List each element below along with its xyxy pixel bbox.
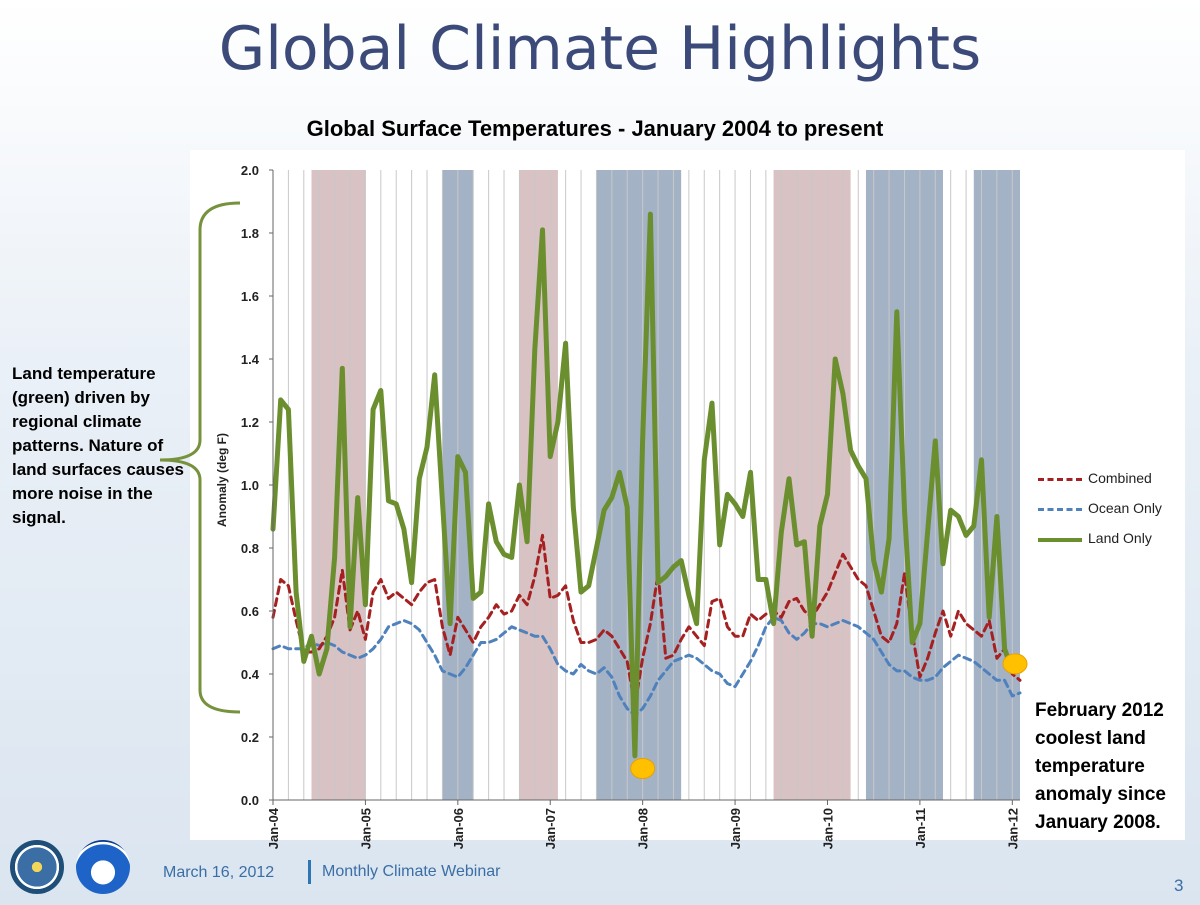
la-nina-band xyxy=(596,170,682,800)
y-tick-label: 1.4 xyxy=(241,352,260,367)
bracket-path xyxy=(159,201,241,714)
footer-date: March 16, 2012 xyxy=(163,864,275,881)
february-2012-note: February 2012 coolest land temperature a… xyxy=(1035,700,1166,833)
highlight-markers xyxy=(630,653,1028,779)
land-bracket xyxy=(159,201,241,714)
y-tick-label: 1.2 xyxy=(241,415,259,430)
y-tick-label: 1.8 xyxy=(241,226,259,241)
footer-divider xyxy=(308,860,311,884)
legend: Combined Ocean Only Land Only xyxy=(1038,467,1198,557)
y-tick-label: 0.4 xyxy=(241,667,260,682)
x-tick-label: Jan-05 xyxy=(358,808,373,849)
legend-swatch-land xyxy=(1038,538,1082,542)
legend-item-ocean: Ocean Only xyxy=(1038,497,1198,527)
axes: 0.0 0.2 0.4 0.6 0.8 1.0 1.2 1.4 1.6 1.8 2.0 Jan-04 J… xyxy=(241,163,1020,849)
legend-item-land: Land Only xyxy=(1038,527,1198,557)
chart-title: Global Surface Temperatures - January 20… xyxy=(306,116,884,141)
y-tick-label: 0.8 xyxy=(241,541,259,556)
footer-webinar-title: Monthly Climate Webinar xyxy=(322,863,501,880)
y-tick-label: 0.0 xyxy=(241,793,259,808)
x-tick-label: Jan-06 xyxy=(451,808,466,849)
x-tick-label: Jan-04 xyxy=(266,807,281,849)
legend-label: Land Only xyxy=(1088,530,1152,546)
series-layer xyxy=(270,211,1023,759)
y-tick-label: 0.6 xyxy=(241,604,259,619)
land-temperature-note: Land temperature (green) driven by regio… xyxy=(12,364,184,527)
commerce-seal-icon xyxy=(10,840,64,894)
x-tick-label: Jan-11 xyxy=(913,808,928,848)
x-tick-label: Jan-12 xyxy=(1005,808,1020,849)
y-tick-label: 1.6 xyxy=(241,289,259,304)
y-tick-label: 0.2 xyxy=(241,730,259,745)
x-tick-label: Jan-07 xyxy=(543,808,558,849)
feb-2012-marker xyxy=(1002,653,1028,675)
series-line-ocean-only xyxy=(271,615,1022,717)
slide-title: Global Climate Highlights xyxy=(218,14,982,84)
series-line-combined xyxy=(271,533,1022,707)
jan-2008-marker xyxy=(630,758,656,779)
legend-swatch-ocean xyxy=(1038,508,1082,511)
y-axis-label: Anomaly (deg F) xyxy=(215,433,229,527)
y-tick-label: 2.0 xyxy=(241,163,259,178)
series-line-land-only xyxy=(270,211,1023,759)
legend-label: Combined xyxy=(1088,470,1152,486)
legend-label: Ocean Only xyxy=(1088,500,1162,516)
y-tick-label: 1.0 xyxy=(241,478,259,493)
noaa-logo-icon xyxy=(76,840,130,894)
x-tick-label: Jan-10 xyxy=(820,808,835,849)
legend-item-combined: Combined xyxy=(1038,467,1198,497)
x-tick-label: Jan-09 xyxy=(728,808,743,849)
legend-swatch-combined xyxy=(1038,478,1082,481)
page-number: 3 xyxy=(1174,876,1184,895)
x-tick-label: Jan-08 xyxy=(636,808,651,849)
